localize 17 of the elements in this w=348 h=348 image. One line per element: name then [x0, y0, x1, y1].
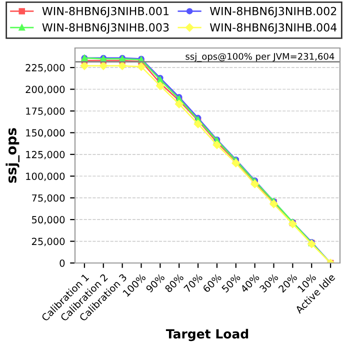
legend-label: WIN-8HBN6J3NIHB.003 — [42, 23, 169, 34]
y-tick-label: 25,000 — [32, 238, 65, 246]
y-tick-label: 0 — [60, 259, 65, 267]
y-axis-title: ssj_ops — [6, 128, 20, 183]
y-tick-label: 150,000 — [26, 129, 65, 138]
ref-line-label: ssj_ops@100% per JVM=231,604 — [186, 52, 334, 62]
y-tick-label: 125,000 — [26, 150, 65, 160]
y-tick-label: 175,000 — [26, 107, 65, 116]
x-axis-title: Target Load — [166, 328, 248, 342]
y-tick-label: 50,000 — [32, 216, 65, 224]
legend-label: WIN-8HBN6J3NIHB.002 — [210, 6, 336, 18]
legend-label: WIN-8HBN6J3NIHB.001 — [42, 6, 169, 18]
y-tick-label: 100,000 — [26, 172, 65, 181]
legend-label: WIN-8HBN6J3NIHB.004 — [210, 23, 337, 34]
y-tick-label: 75,000 — [32, 194, 65, 203]
y-tick-label: 225,000 — [26, 64, 65, 72]
y-tick-label: 200,000 — [26, 86, 65, 94]
